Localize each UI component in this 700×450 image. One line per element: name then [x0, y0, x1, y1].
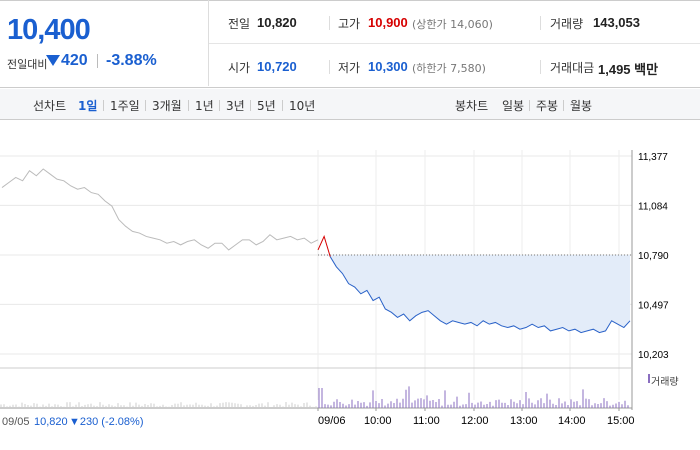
low-value: 10,300	[368, 59, 408, 74]
x-tick-label: 09/06	[318, 415, 346, 427]
prev-day-close: 10,820	[34, 416, 68, 428]
prev-day-line	[1, 168, 319, 251]
tab-divider	[563, 100, 564, 111]
below-prev-close-area	[318, 255, 630, 333]
low-label: 저가	[338, 61, 361, 75]
trade-value-label: 거래대금	[550, 61, 595, 75]
tab-divider	[529, 100, 530, 111]
tab-divider	[219, 100, 220, 111]
tab-weekly-candle[interactable]: 주봉	[536, 99, 559, 113]
tab-divider	[188, 100, 189, 111]
today-line	[329, 256, 631, 334]
tab-3month[interactable]: 3개월	[152, 99, 182, 113]
stats-row-divider	[209, 43, 700, 44]
high-label: 고가	[338, 17, 361, 31]
y-tick-label: 11,084	[638, 201, 668, 212]
tab-divider	[145, 100, 146, 111]
x-tick-label: 14:00	[558, 415, 586, 427]
tab-1day[interactable]: 1일	[78, 99, 98, 113]
change-amount: 420	[61, 52, 88, 69]
x-tick-label: 11:00	[413, 415, 440, 427]
y-tick-label: 10,203	[638, 350, 669, 361]
open-value: 10,720	[257, 59, 297, 74]
tab-1week[interactable]: 1주일	[110, 99, 140, 113]
intraday-chart: 11,377 11,084 10,790 10,497 10,203 09/06 10:00…	[0, 150, 669, 427]
y-tick-label: 10,497	[638, 300, 669, 311]
volume-value: 143,053	[593, 15, 640, 30]
change-divider	[97, 54, 98, 68]
stats-divider	[329, 60, 330, 74]
volume-label: 거래량	[550, 17, 584, 31]
stats-divider	[540, 60, 541, 74]
trade-value-value: 1,495 백만	[598, 62, 659, 77]
change-percent: -3.88%	[106, 52, 157, 69]
prev-day-date: 09/05	[2, 416, 30, 428]
high-value: 10,900	[368, 15, 408, 30]
stats-divider	[329, 16, 330, 30]
tab-monthly-candle[interactable]: 월봉	[570, 99, 593, 113]
tab-divider	[250, 100, 251, 111]
prev-close-value: 10,820	[257, 15, 297, 30]
price-box	[0, 0, 209, 86]
tab-divider	[282, 100, 283, 111]
above-prev-close-line	[317, 235, 331, 257]
prev-close-label: 전일	[228, 17, 251, 31]
x-tick-label: 15:00	[607, 415, 635, 427]
tab-3year[interactable]: 3년	[226, 99, 245, 113]
line-chart-label: 선차트	[33, 99, 67, 113]
open-label: 시가	[228, 61, 251, 75]
y-tick-label: 10,790	[638, 251, 669, 262]
tab-5year[interactable]: 5년	[257, 99, 276, 113]
quote-header	[0, 0, 700, 88]
tab-divider	[103, 100, 104, 111]
current-price: 10,400	[7, 14, 91, 46]
stats-divider	[540, 16, 541, 30]
tab-1year[interactable]: 1년	[195, 99, 214, 113]
down-arrow-icon	[46, 55, 60, 66]
y-tick-label: 11,377	[638, 152, 668, 163]
volume-legend: 거래량	[651, 377, 679, 388]
x-tick-label: 12:00	[461, 415, 489, 427]
volume-legend-swatch	[648, 374, 650, 383]
tab-10year[interactable]: 10년	[289, 99, 316, 113]
change-label: 전일대비	[7, 58, 48, 71]
upper-limit: (상한가 14,060)	[412, 18, 493, 31]
prev-day-change: ▼230 (-2.08%)	[69, 416, 144, 428]
candle-chart-label: 봉차트	[455, 99, 489, 113]
tab-daily-candle[interactable]: 일봉	[502, 99, 525, 113]
x-tick-label: 13:00	[510, 415, 538, 427]
period-tab-bar	[0, 89, 700, 120]
lower-limit: (하한가 7,580)	[412, 62, 486, 75]
x-tick-label: 10:00	[364, 415, 392, 427]
